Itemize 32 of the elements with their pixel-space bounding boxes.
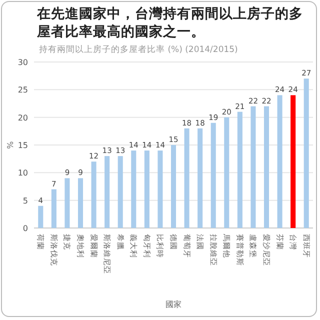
bar bbox=[224, 117, 230, 228]
bar bbox=[158, 150, 163, 228]
bar bbox=[78, 178, 84, 228]
bar bbox=[118, 156, 123, 228]
y-tick-label: 25 bbox=[18, 86, 28, 95]
bar bbox=[290, 95, 296, 228]
bar bbox=[91, 162, 96, 228]
title: 在先進國家中，台灣持有兩間以上房子的多屋者比率最高的國家之一。 bbox=[37, 5, 304, 41]
y-tick-label: 15 bbox=[18, 141, 28, 150]
bar bbox=[51, 189, 56, 228]
chart-subtitle: 持有兩間以上房子的多屋者比率 (%) (2014/2015) bbox=[39, 44, 238, 55]
bar bbox=[64, 178, 70, 228]
bar bbox=[131, 150, 136, 228]
y-axis-title: % bbox=[6, 140, 15, 149]
bar bbox=[170, 145, 176, 228]
y-tick-label: 30 bbox=[18, 58, 28, 67]
bar bbox=[38, 206, 44, 228]
bar bbox=[198, 128, 203, 228]
y-tick-label: 5 bbox=[22, 196, 28, 206]
x-axis-title: 國家 bbox=[166, 300, 182, 309]
y-tick-label: 0 bbox=[22, 224, 28, 233]
bar bbox=[104, 156, 110, 228]
bar bbox=[250, 106, 256, 228]
bar bbox=[184, 128, 190, 228]
bar bbox=[144, 150, 150, 228]
y-tick-label: 20 bbox=[18, 113, 28, 122]
y-tick-label: 10 bbox=[18, 168, 28, 178]
bar bbox=[237, 112, 242, 228]
bar bbox=[264, 106, 270, 228]
bar bbox=[277, 95, 282, 228]
bar bbox=[210, 122, 216, 228]
bar bbox=[304, 78, 309, 228]
